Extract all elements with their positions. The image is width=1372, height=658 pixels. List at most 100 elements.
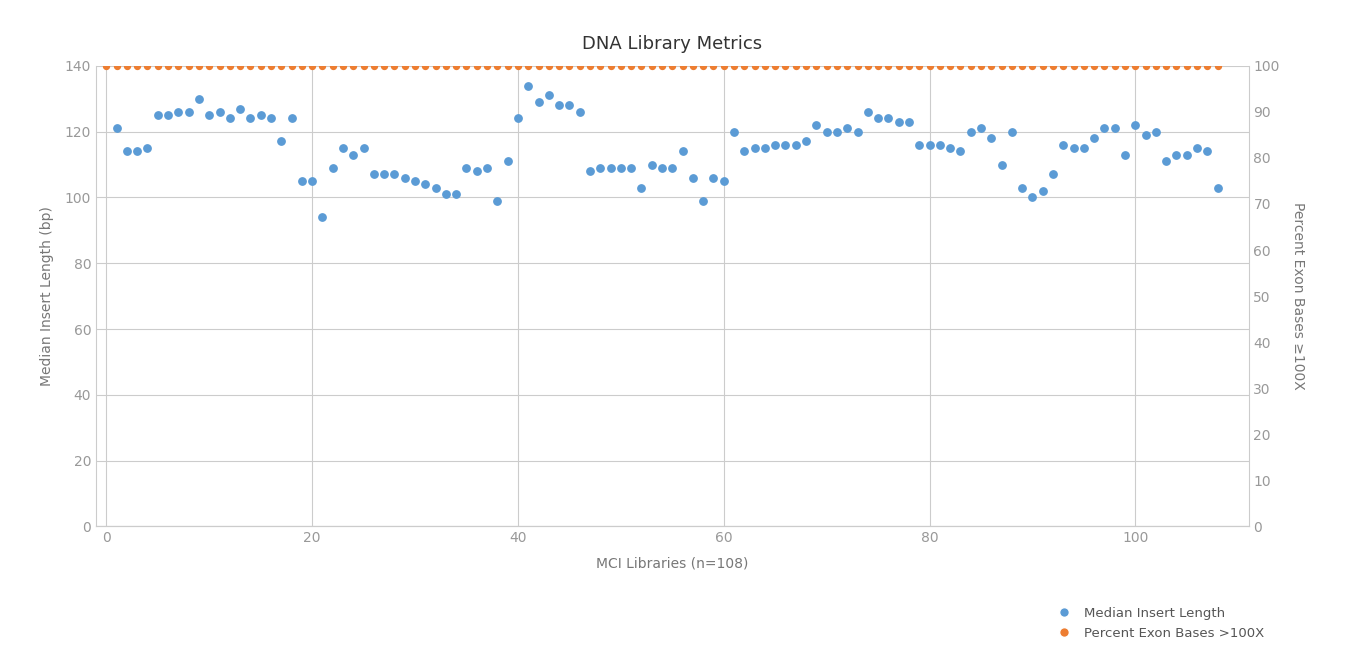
Median Insert Length [156,110,178,120]
Legend: Median Insert Length, Percent Exon Bases >100X: Median Insert Length, Percent Exon Bases… [1045,601,1269,645]
Percent Exon Bases >100X [620,61,642,71]
Median Insert Length [1021,192,1043,203]
Median Insert Length [497,156,519,166]
Percent Exon Bases >100X [414,61,436,71]
Percent Exon Bases >100X [106,61,128,71]
Median Insert Length [229,103,251,114]
X-axis label: MCI Libraries (n=108): MCI Libraries (n=108) [595,557,749,570]
Median Insert Length [815,126,837,137]
Median Insert Length [897,116,919,127]
Percent Exon Bases >100X [1165,61,1187,71]
Percent Exon Bases >100X [1114,61,1136,71]
Median Insert Length [311,212,333,222]
Percent Exon Bases >100X [691,61,713,71]
Percent Exon Bases >100X [321,61,343,71]
Percent Exon Bases >100X [764,61,786,71]
Median Insert Length [836,123,859,134]
Median Insert Length [1083,133,1104,143]
Percent Exon Bases >100X [794,61,816,71]
Median Insert Length [1144,126,1166,137]
Median Insert Length [682,172,704,183]
Median Insert Length [980,133,1002,143]
Median Insert Length [723,126,745,137]
Median Insert Length [764,139,786,150]
Percent Exon Bases >100X [888,61,910,71]
Median Insert Length [106,123,128,134]
Median Insert Length [672,146,694,157]
Median Insert Length [1185,143,1207,153]
Percent Exon Bases >100X [991,61,1013,71]
Median Insert Length [486,195,508,206]
Median Insert Length [147,110,169,120]
Percent Exon Bases >100X [549,61,571,71]
Percent Exon Bases >100X [1002,61,1024,71]
Median Insert Length [755,143,777,153]
Median Insert Length [702,172,724,183]
Median Insert Length [126,146,148,157]
Percent Exon Bases >100X [311,61,333,71]
Median Insert Length [414,179,436,190]
Percent Exon Bases >100X [178,61,200,71]
Median Insert Length [261,113,283,124]
Percent Exon Bases >100X [579,61,601,71]
Median Insert Length [650,163,672,173]
Median Insert Length [321,163,343,173]
Median Insert Length [1002,126,1024,137]
Percent Exon Bases >100X [558,61,580,71]
Percent Exon Bases >100X [1196,61,1218,71]
Percent Exon Bases >100X [1206,61,1228,71]
Median Insert Length [1093,123,1115,134]
Percent Exon Bases >100X [1093,61,1115,71]
Percent Exon Bases >100X [342,61,364,71]
Percent Exon Bases >100X [527,61,549,71]
Median Insert Length [609,163,631,173]
Percent Exon Bases >100X [1073,61,1095,71]
Percent Exon Bases >100X [1144,61,1166,71]
Percent Exon Bases >100X [1062,61,1084,71]
Median Insert Length [527,97,549,107]
Percent Exon Bases >100X [137,61,158,71]
Median Insert Length [291,176,313,186]
Median Insert Length [1196,146,1218,157]
Median Insert Length [856,107,878,117]
Percent Exon Bases >100X [609,61,631,71]
Percent Exon Bases >100X [929,61,951,71]
Percent Exon Bases >100X [476,61,498,71]
Percent Exon Bases >100X [1155,61,1177,71]
Percent Exon Bases >100X [126,61,148,71]
Percent Exon Bases >100X [1011,61,1033,71]
Percent Exon Bases >100X [291,61,313,71]
Median Insert Length [1114,149,1136,160]
Y-axis label: Percent Exon Bases ≥100X: Percent Exon Bases ≥100X [1291,202,1305,390]
Percent Exon Bases >100X [878,61,900,71]
Median Insert Length [456,163,477,173]
Percent Exon Bases >100X [353,61,375,71]
Median Insert Length [590,163,612,173]
Percent Exon Bases >100X [744,61,766,71]
Median Insert Length [476,163,498,173]
Median Insert Length [600,163,622,173]
Median Insert Length [209,107,230,117]
Median Insert Length [826,126,848,137]
Percent Exon Bases >100X [1135,61,1157,71]
Median Insert Length [465,166,488,176]
Percent Exon Bases >100X [384,61,406,71]
Percent Exon Bases >100X [167,61,189,71]
Percent Exon Bases >100X [1124,61,1146,71]
Percent Exon Bases >100X [970,61,992,71]
Percent Exon Bases >100X [785,61,807,71]
Median Insert Length [403,176,425,186]
Median Insert Length [117,146,137,157]
Percent Exon Bases >100X [270,61,292,71]
Median Insert Length [919,139,941,150]
Median Insert Length [178,107,200,117]
Percent Exon Bases >100X [394,61,416,71]
Median Insert Length [549,100,571,111]
Median Insert Length [579,166,601,176]
Median Insert Length [270,136,292,147]
Percent Exon Bases >100X [672,61,694,71]
Median Insert Length [167,107,189,117]
Percent Exon Bases >100X [755,61,777,71]
Percent Exon Bases >100X [229,61,251,71]
Median Insert Length [425,182,447,193]
